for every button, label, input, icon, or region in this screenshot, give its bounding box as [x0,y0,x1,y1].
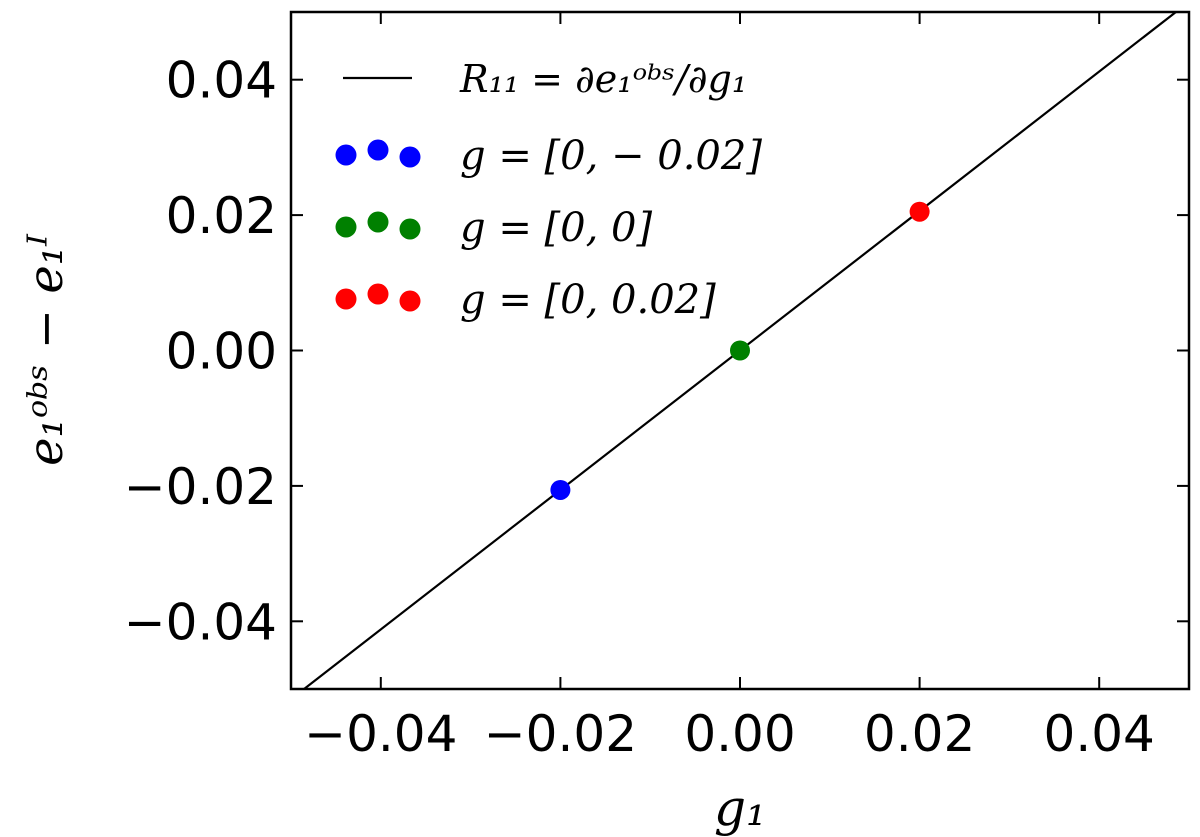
legend-label: g = [0, − 0.02] [460,133,762,179]
legend-label: R₁₁ = ∂e₁ᵒᵇˢ/∂g₁ [459,57,747,101]
data-point [730,340,750,361]
ticks: −0.04 −0.02 0.00 0.02 0.04 −0.04 −0.02 0.00 0.02… [124,12,1189,763]
plot-frame [289,10,1191,691]
x-tick-label: 0.02 [864,705,975,763]
legend-marker [367,211,389,233]
y-tick-label: −0.02 [124,458,277,516]
x-tick-label: 0.04 [1044,705,1155,763]
x-axis-label: g₁ [714,779,766,837]
y-tick-label: 0.04 [166,52,277,110]
data-point [909,201,930,222]
x-tick-label: 0.00 [684,705,795,763]
legend-marker [399,218,421,240]
x-tick-label: −0.04 [304,705,457,763]
legend-marker [367,283,389,305]
legend-marker [335,144,357,166]
y-axis-label: e₁ᵒᵇˢ − e₁ᴵ [18,233,74,466]
legend-marker [335,288,357,310]
marks [302,12,1178,689]
legend-label: g = [0, 0.02] [460,277,716,323]
legend-label: g = [0, 0] [460,205,652,251]
legend-marker [399,290,421,312]
legend-marker [367,139,389,161]
y-tick-label: −0.04 [124,593,277,651]
legend: R₁₁ = ∂e₁ᵒᵇˢ/∂g₁ g = [0, − 0.02] g = [0, 0… [335,57,762,323]
legend-marker [399,146,421,168]
x-tick-label: −0.02 [484,705,637,763]
y-tick-label: 0.00 [166,323,277,381]
legend-marker [335,216,357,238]
data-point [550,479,571,500]
y-tick-label: 0.02 [166,187,277,245]
